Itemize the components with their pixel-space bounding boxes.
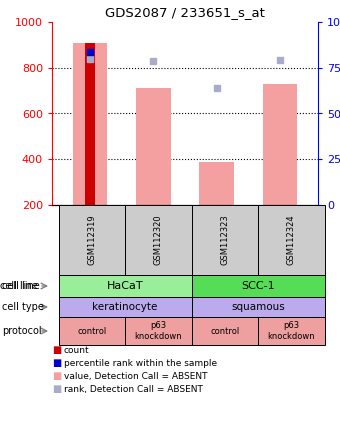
Text: ■: ■ [52, 345, 61, 355]
Bar [136, 88, 171, 205]
Title: GDS2087 / 233651_s_at: GDS2087 / 233651_s_at [105, 7, 265, 20]
Text: GSM112319: GSM112319 [87, 215, 97, 266]
Bar [262, 84, 298, 205]
Text: HaCaT: HaCaT [107, 281, 143, 291]
Text: p63
knockdown: p63 knockdown [268, 321, 315, 341]
Text: control: control [77, 326, 106, 336]
Text: ■: ■ [52, 358, 61, 368]
Text: count: count [64, 345, 90, 354]
Text: SCC-1: SCC-1 [241, 281, 275, 291]
Text: keratinocyte: keratinocyte [92, 302, 158, 312]
Text: squamous: squamous [231, 302, 285, 312]
Text: cell type: cell type [2, 302, 44, 312]
Text: ■: ■ [52, 371, 61, 381]
Bar [199, 162, 234, 205]
Text: control: control [210, 326, 239, 336]
Text: value, Detection Call = ABSENT: value, Detection Call = ABSENT [64, 372, 207, 381]
Bar [72, 43, 107, 205]
Bar [85, 43, 95, 205]
Text: cell line: cell line [2, 281, 40, 291]
Text: ■: ■ [52, 384, 61, 394]
Text: rank, Detection Call = ABSENT: rank, Detection Call = ABSENT [64, 385, 203, 393]
Text: GSM112324: GSM112324 [287, 215, 296, 266]
Text: percentile rank within the sample: percentile rank within the sample [64, 358, 217, 368]
Text: GSM112323: GSM112323 [220, 214, 230, 266]
Text: cell line: cell line [0, 281, 38, 291]
Text: p63
knockdown: p63 knockdown [135, 321, 182, 341]
Text: protocol: protocol [2, 326, 41, 336]
Text: GSM112320: GSM112320 [154, 215, 163, 266]
